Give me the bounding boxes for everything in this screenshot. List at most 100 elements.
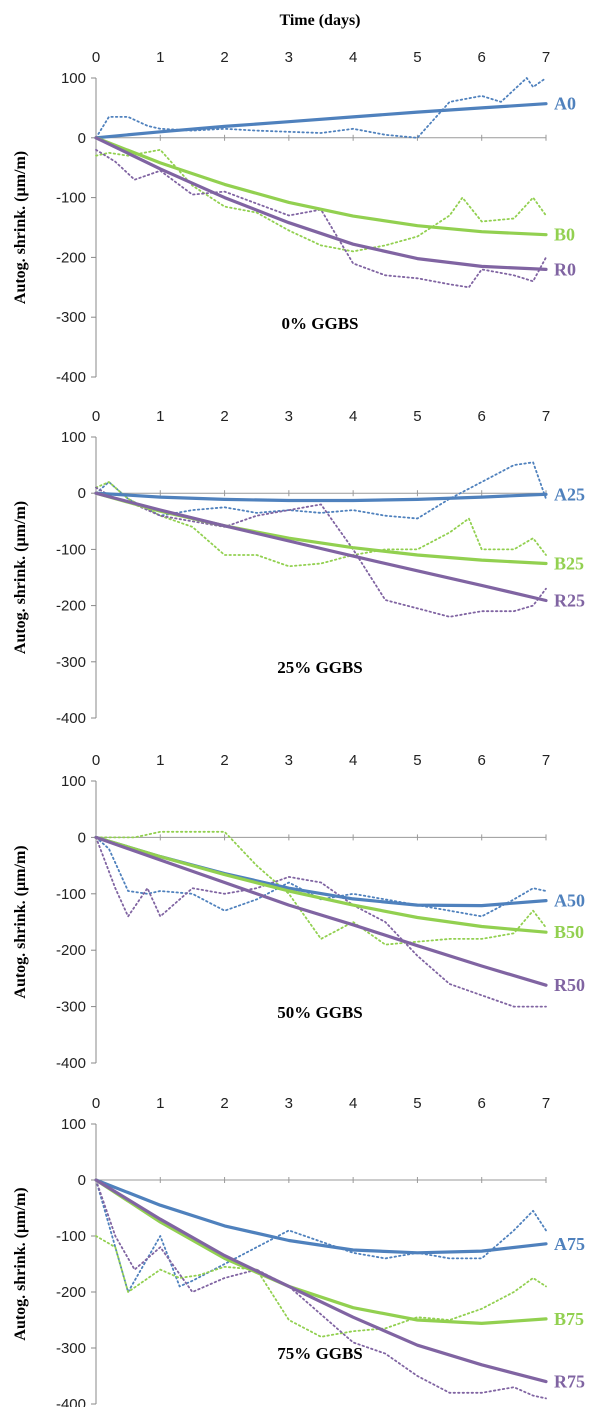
x-tick-label: 3 <box>285 752 293 769</box>
y-tick-label: -400 <box>56 1396 86 1407</box>
series-label-R75: R75 <box>554 1372 585 1392</box>
x-tick-label: 2 <box>220 752 228 769</box>
y-tick-label: 100 <box>61 429 86 446</box>
series-raw-A <box>95 77 547 139</box>
y-tick-label: -300 <box>56 309 86 326</box>
y-axis-title: Autog. shrink. (µm/m) <box>12 845 29 998</box>
series-line-A75 <box>94 1178 548 1255</box>
y-tick-label: -300 <box>56 999 86 1016</box>
y-axis-title: Autog. shrink. (µm/m) <box>12 151 29 304</box>
y-tick-label: -300 <box>56 654 86 671</box>
x-tick-label: 2 <box>220 408 228 425</box>
x-tick-label: 6 <box>478 752 486 769</box>
x-tick-label: 6 <box>478 49 486 66</box>
x-tick-label: 1 <box>156 1095 164 1112</box>
y-tick-label: 0 <box>78 829 86 846</box>
series-raw-B <box>95 1235 547 1338</box>
panel-label: 25% GGBS <box>277 658 363 677</box>
x-tick-label: 1 <box>156 49 164 66</box>
series-line-R25 <box>94 491 548 603</box>
series-line-R75 <box>94 1178 548 1384</box>
y-tick-label: -100 <box>56 541 86 558</box>
series-label-A50: A50 <box>554 891 585 911</box>
series-label-A25: A25 <box>554 484 585 504</box>
x-tick-label: 0 <box>92 752 100 769</box>
series-label-B50: B50 <box>554 922 584 942</box>
x-tick-label: 5 <box>413 1095 421 1112</box>
series-label-B0: B0 <box>554 225 575 245</box>
x-tick-label: 6 <box>478 408 486 425</box>
series-label-R0: R0 <box>554 259 576 279</box>
y-tick-label: -100 <box>56 886 86 903</box>
x-tick-label: 4 <box>349 752 357 769</box>
x-tick-label: 7 <box>542 1095 550 1112</box>
series-raw-A <box>95 1179 547 1293</box>
y-tick-label: -300 <box>56 1340 86 1357</box>
y-tick-label: -200 <box>56 249 86 266</box>
x-tick-label: 6 <box>478 1095 486 1112</box>
y-tick-label: 100 <box>61 1116 86 1133</box>
series-line-B75 <box>94 1178 548 1326</box>
x-tick-label: 2 <box>220 49 228 66</box>
series-line-R50 <box>94 835 548 987</box>
x-tick-label: 7 <box>542 752 550 769</box>
series-line-B0 <box>94 136 548 237</box>
series-label-R50: R50 <box>554 975 585 995</box>
x-tick-label: 3 <box>285 49 293 66</box>
x-tick-label: 3 <box>285 1095 293 1112</box>
series-raw-B <box>95 148 547 253</box>
panel-label: 75% GGBS <box>277 1344 363 1363</box>
x-tick-label: 1 <box>156 752 164 769</box>
x-tick-label: 3 <box>285 408 293 425</box>
x-tick-label: 7 <box>542 49 550 66</box>
y-tick-label: 100 <box>61 773 86 790</box>
x-tick-label: 4 <box>349 49 357 66</box>
series-raw-R <box>95 1179 547 1400</box>
x-tick-label: 0 <box>92 408 100 425</box>
y-tick-label: 0 <box>78 130 86 147</box>
series-raw-R <box>95 148 547 289</box>
y-tick-label: -200 <box>56 1284 86 1301</box>
x-tick-label: 5 <box>413 408 421 425</box>
series-line-R0 <box>94 136 548 271</box>
series-label-A75: A75 <box>554 1234 585 1254</box>
y-tick-label: -200 <box>56 598 86 615</box>
y-tick-label: 100 <box>61 70 86 87</box>
y-axis-title: Autog. shrink. (µm/m) <box>12 501 29 654</box>
series-raw-R <box>95 836 547 1008</box>
y-tick-label: -100 <box>56 1228 86 1245</box>
y-tick-label: -400 <box>56 369 86 386</box>
y-tick-label: -400 <box>56 1055 86 1072</box>
y-tick-label: -100 <box>56 190 86 207</box>
series-raw-B <box>95 481 547 568</box>
series-raw-R <box>95 486 547 618</box>
series-label-B25: B25 <box>554 553 584 573</box>
x-tick-label: 4 <box>349 408 357 425</box>
series-label-A0: A0 <box>554 94 576 114</box>
panel-label: 50% GGBS <box>277 1003 363 1022</box>
x-tick-label: 4 <box>349 1095 357 1112</box>
y-tick-label: -200 <box>56 942 86 959</box>
y-tick-label: 0 <box>78 485 86 502</box>
x-tick-label: 0 <box>92 1095 100 1112</box>
x-tick-label: 2 <box>220 1095 228 1112</box>
series-line-A25 <box>94 491 548 503</box>
x-tick-label: 7 <box>542 408 550 425</box>
series-label-R25: R25 <box>554 591 585 611</box>
series-line-A0 <box>94 102 548 140</box>
y-tick-label: 0 <box>78 1172 86 1189</box>
x-tick-label: 5 <box>413 49 421 66</box>
x-axis-title: Time (days) <box>279 12 360 29</box>
x-tick-label: 0 <box>92 49 100 66</box>
series-label-B75: B75 <box>554 1309 584 1329</box>
panel-label: 0% GGBS <box>282 314 359 333</box>
y-axis-title: Autog. shrink. (µm/m) <box>12 1187 29 1340</box>
series-line-A50 <box>94 835 548 908</box>
series-raw-B <box>95 830 547 946</box>
x-tick-label: 5 <box>413 752 421 769</box>
series-line-B50 <box>94 835 548 934</box>
y-tick-label: -400 <box>56 710 86 727</box>
x-tick-label: 1 <box>156 408 164 425</box>
